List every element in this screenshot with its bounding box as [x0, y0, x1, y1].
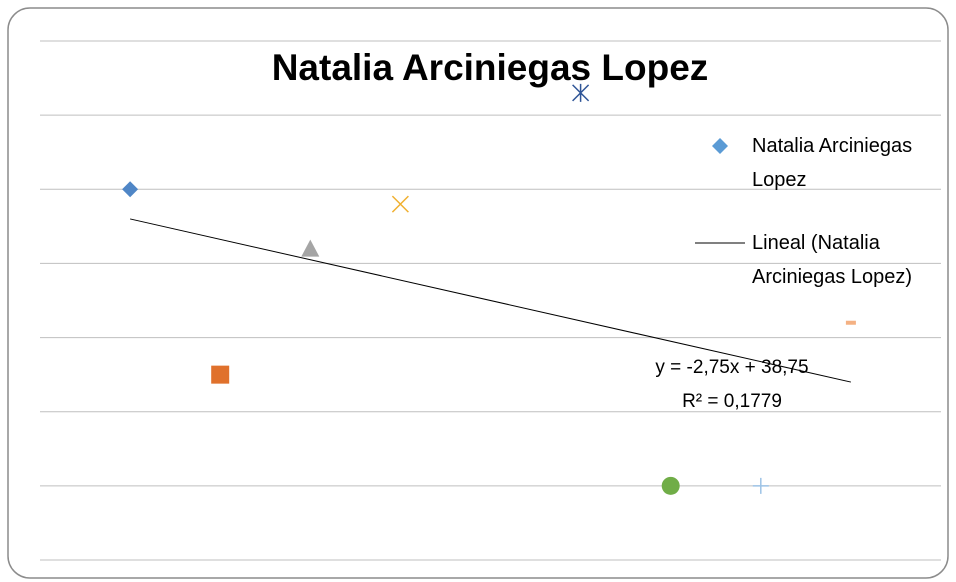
- point: [572, 83, 590, 102]
- point: [752, 477, 769, 494]
- point: [712, 138, 728, 154]
- point: [301, 239, 320, 257]
- chart-title: Natalia Arciniegas Lopez: [272, 47, 709, 88]
- chart-border: [7, 7, 949, 579]
- point: [391, 195, 409, 213]
- point: [211, 365, 230, 384]
- trend-r2: R² = 0,1779: [682, 391, 782, 412]
- trendline: [129, 218, 852, 383]
- legend-trend-label: Lineal (Natalia Arciniegas Lopez): [752, 232, 913, 288]
- trend-equation: y = -2,75x + 38,75: [655, 357, 809, 378]
- legend-label: Natalia Arciniegas Lopez: [752, 135, 913, 191]
- point: [661, 476, 680, 495]
- point: [845, 320, 856, 325]
- point: [122, 181, 139, 198]
